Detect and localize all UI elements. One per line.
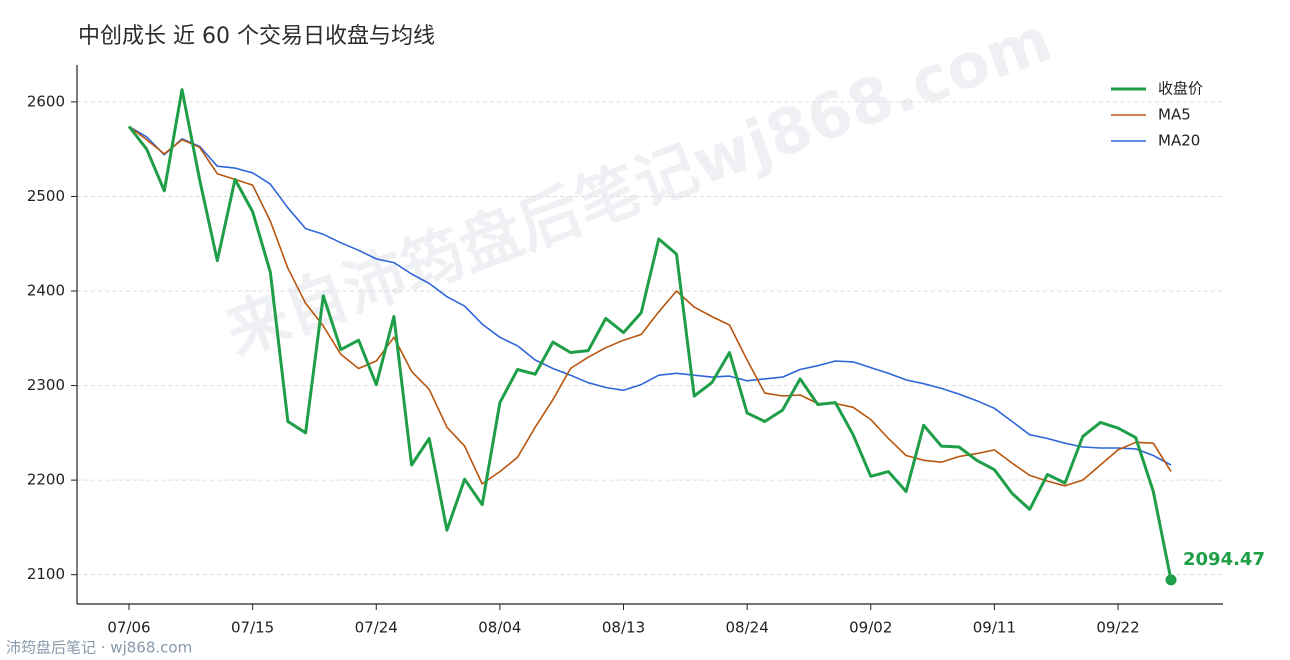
x-tick-label: 09/22 — [1096, 619, 1139, 637]
x-tick-label: 09/02 — [849, 619, 892, 637]
legend-label: 收盘价 — [1158, 80, 1203, 98]
last-point — [1165, 574, 1177, 586]
y-tick-label: 2300 — [27, 376, 65, 394]
y-tick-label: 2500 — [27, 187, 65, 205]
y-tick-label: 2600 — [27, 92, 65, 110]
x-tick-label: 07/15 — [231, 619, 274, 637]
x-tick-label: 08/04 — [478, 619, 521, 637]
x-tick-label: 08/13 — [602, 619, 645, 637]
legend-label: MA20 — [1158, 132, 1200, 150]
series-line — [128, 125, 1172, 487]
chart-title: 中创成长 近 60 个交易日收盘与均线 — [78, 24, 435, 49]
x-tick-label: 07/24 — [355, 619, 398, 637]
y-tick-label: 2200 — [27, 471, 65, 489]
y-tick-label: 2400 — [27, 282, 65, 300]
legend-label: MA5 — [1158, 106, 1191, 124]
x-tick-label: 08/24 — [726, 619, 769, 637]
value-label: 2094.47 — [1183, 549, 1265, 570]
x-tick-label: 07/06 — [107, 619, 150, 637]
x-tick-label: 09/11 — [973, 619, 1016, 637]
series-line — [128, 125, 1172, 466]
series-line — [127, 88, 1173, 581]
y-tick-label: 2100 — [27, 565, 65, 583]
footer: 沛筠盘后笔记 · wj868.com — [6, 639, 192, 657]
